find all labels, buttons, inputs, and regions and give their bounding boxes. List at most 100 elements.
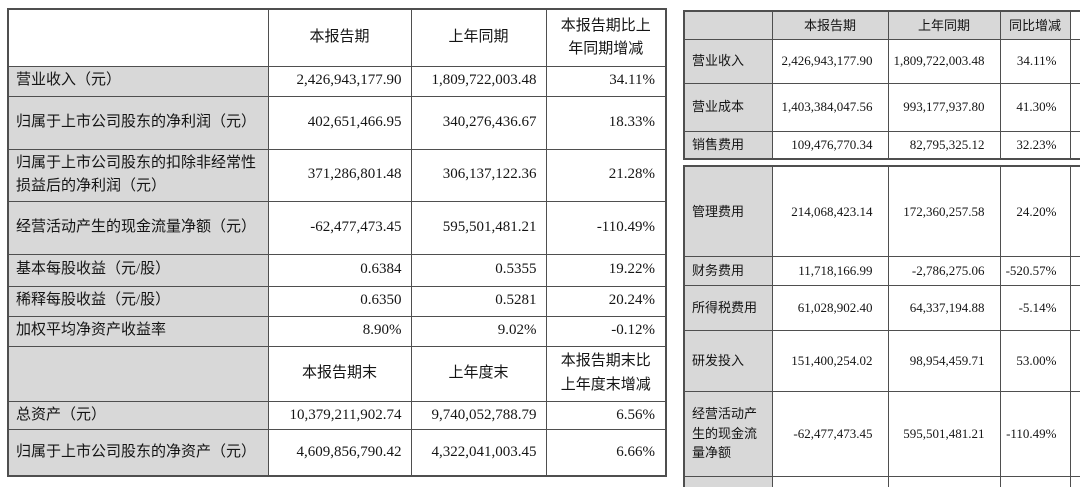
table-row: 经营活动产生的现金流量净额（元） -62,477,473.45 595,501,… (7, 200, 667, 255)
header-corner-cell (7, 8, 269, 67)
value-current: 61,028,902.40 (771, 284, 889, 331)
value-current (771, 475, 889, 487)
value-current: 0.6384 (267, 253, 412, 287)
value-current: 214,068,423.14 (771, 165, 889, 257)
value-prior: 595,501,481.21 (887, 390, 1001, 477)
table-row: 研发投入 151,400,254.02 98,954,459.71 53.00% (683, 329, 1080, 392)
value-current: 10,379,211,902.74 (267, 400, 412, 430)
value-current: 1,403,384,047.56 (771, 82, 889, 132)
table-row: 销售费用 109,476,770.34 82,795,325.12 32.23% (683, 130, 1080, 160)
value-change: -110.49% (545, 200, 667, 255)
income-statement-tables: 本报告期 上年同期 同比增减 营业收入 2,426,943,177.90 1,8… (683, 10, 1080, 487)
value-prior: 1,809,722,003.48 (887, 38, 1001, 84)
table-header-row: 本报告期末 上年度末 本报告期末比上年度末增减 (7, 345, 667, 402)
row-label: 研发投入 (683, 329, 773, 392)
value-change: 6.56% (545, 400, 667, 430)
value-change: 34.11% (545, 65, 667, 97)
clipped-table-row (683, 475, 1080, 487)
table-row: 归属于上市公司股东的净利润（元） 402,651,466.95 340,276,… (7, 95, 667, 150)
row-label (683, 475, 773, 487)
column-header-change: 本报告期比上年同期增减 (545, 8, 667, 67)
value-change (999, 475, 1071, 487)
clipped-column (1069, 255, 1080, 286)
income-statement-table-bottom: 管理费用 214,068,423.14 172,360,257.58 24.20… (683, 165, 1080, 487)
value-current: 371,286,801.48 (267, 148, 412, 202)
table-row: 基本每股收益（元/股） 0.6384 0.5355 19.22% (7, 253, 667, 287)
column-header-period-end: 本报告期末 (267, 345, 412, 402)
column-header-prior-period: 上年同期 (887, 10, 1001, 40)
value-change: 34.11% (999, 38, 1071, 84)
clipped-column (1069, 390, 1080, 477)
value-prior: 9,740,052,788.79 (410, 400, 547, 430)
value-prior: -2,786,275.06 (887, 255, 1001, 286)
value-current: 11,718,166.99 (771, 255, 889, 286)
value-prior: 64,337,194.88 (887, 284, 1001, 331)
table-header-row: 本报告期 上年同期 本报告期比上年同期增减 (7, 8, 667, 67)
table-row: 稀释每股收益（元/股） 0.6350 0.5281 20.24% (7, 285, 667, 317)
value-change: -5.14% (999, 284, 1071, 331)
table-row: 所得税费用 61,028,902.40 64,337,194.88 -5.14% (683, 284, 1080, 331)
value-change: 21.28% (545, 148, 667, 202)
row-label: 销售费用 (683, 130, 773, 160)
value-change: 32.23% (999, 130, 1071, 160)
row-label: 基本每股收益（元/股） (7, 253, 269, 287)
table-row: 总资产（元） 10,379,211,902.74 9,740,052,788.7… (7, 400, 667, 430)
value-prior (887, 475, 1001, 487)
value-prior: 0.5281 (410, 285, 547, 317)
value-prior: 306,137,122.36 (410, 148, 547, 202)
value-prior: 340,276,436.67 (410, 95, 547, 150)
row-label: 营业成本 (683, 82, 773, 132)
value-change: 19.22% (545, 253, 667, 287)
value-prior: 4,322,041,003.45 (410, 428, 547, 477)
column-header-change: 同比增减 (999, 10, 1071, 40)
column-header-prior-period: 上年同期 (410, 8, 547, 67)
row-label: 营业收入 (683, 38, 773, 84)
value-change: -520.57% (999, 255, 1071, 286)
column-header-prior-year-end: 上年度末 (410, 345, 547, 402)
value-prior: 993,177,937.80 (887, 82, 1001, 132)
table-row: 归属于上市公司股东的扣除非经常性损益后的净利润（元） 371,286,801.4… (7, 148, 667, 202)
value-current: 109,476,770.34 (771, 130, 889, 160)
row-label: 归属于上市公司股东的净资产（元） (7, 428, 269, 477)
value-current: 4,609,856,790.42 (267, 428, 412, 477)
value-prior: 595,501,481.21 (410, 200, 547, 255)
clipped-column (1069, 82, 1080, 132)
table-row: 财务费用 11,718,166.99 -2,786,275.06 -520.57… (683, 255, 1080, 286)
value-current: 2,426,943,177.90 (267, 65, 412, 97)
value-change: 18.33% (545, 95, 667, 150)
value-current: 402,651,466.95 (267, 95, 412, 150)
header-corner-cell (683, 10, 773, 40)
row-label: 管理费用 (683, 165, 773, 257)
value-current: -62,477,473.45 (771, 390, 889, 477)
clipped-column (1069, 165, 1080, 257)
table-header-row: 本报告期 上年同期 同比增减 (683, 10, 1080, 40)
row-label: 所得税费用 (683, 284, 773, 331)
table-row: 营业收入（元） 2,426,943,177.90 1,809,722,003.4… (7, 65, 667, 97)
value-change: 41.30% (999, 82, 1071, 132)
value-prior: 0.5355 (410, 253, 547, 287)
row-label: 归属于上市公司股东的净利润（元） (7, 95, 269, 150)
value-change: -110.49% (999, 390, 1071, 477)
table-row: 加权平均净资产收益率 8.90% 9.02% -0.12% (7, 315, 667, 347)
value-prior: 98,954,459.71 (887, 329, 1001, 392)
row-label: 归属于上市公司股东的扣除非经常性损益后的净利润（元） (7, 148, 269, 202)
value-current: 151,400,254.02 (771, 329, 889, 392)
column-header-current-period: 本报告期 (267, 8, 412, 67)
header-corner-cell (7, 345, 269, 402)
clipped-column (1069, 130, 1080, 160)
row-label: 总资产（元） (7, 400, 269, 430)
value-prior: 82,795,325.12 (887, 130, 1001, 160)
clipped-column (1069, 329, 1080, 392)
value-prior: 172,360,257.58 (887, 165, 1001, 257)
table-row: 经营活动产生的现金流量净额 -62,477,473.45 595,501,481… (683, 390, 1080, 477)
table-row: 营业收入 2,426,943,177.90 1,809,722,003.48 3… (683, 38, 1080, 84)
income-statement-table-top: 本报告期 上年同期 同比增减 营业收入 2,426,943,177.90 1,8… (683, 10, 1080, 160)
row-label: 经营活动产生的现金流量净额（元） (7, 200, 269, 255)
value-current: 0.6350 (267, 285, 412, 317)
value-change: 53.00% (999, 329, 1071, 392)
value-change: -0.12% (545, 315, 667, 347)
table-row: 营业成本 1,403,384,047.56 993,177,937.80 41.… (683, 82, 1080, 132)
value-change: 6.66% (545, 428, 667, 477)
clipped-column (1069, 475, 1080, 487)
clipped-column (1069, 10, 1080, 40)
